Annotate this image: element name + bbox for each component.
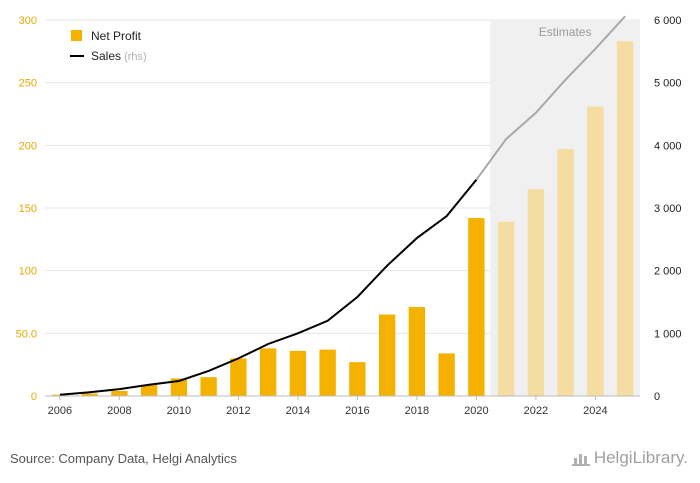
net-profit-bar bbox=[557, 149, 574, 396]
right-axis-tick-label: 0 bbox=[654, 391, 660, 403]
net-profit-bar bbox=[140, 384, 158, 396]
estimates-label: Estimates bbox=[539, 25, 592, 39]
right-axis-tick-label: 6 000 bbox=[654, 15, 682, 27]
legend: Net Profit Sales (rhs) bbox=[70, 29, 147, 63]
x-axis-tick-label: 2008 bbox=[107, 405, 131, 417]
legend-series-suffix: (rhs) bbox=[121, 51, 147, 63]
library-icon bbox=[571, 450, 590, 466]
x-axis-tick-label: 2020 bbox=[464, 405, 488, 417]
legend-label: Net Profit bbox=[91, 29, 142, 43]
combo-chart: Estimates 0 50.0 100 150 200 250 300 0 1 000 2 00… bbox=[16, 15, 682, 417]
left-axis-tick-label: 200 bbox=[19, 140, 37, 152]
net-profit-bar bbox=[408, 307, 426, 396]
x-axis-tick-label: 2014 bbox=[286, 405, 310, 417]
net-profit-bar bbox=[51, 394, 69, 396]
net-profit-bar bbox=[111, 390, 128, 396]
x-axis-tick-label: 2010 bbox=[167, 405, 191, 417]
left-axis-tick-label: 150 bbox=[19, 203, 37, 215]
left-axis-tick-label: 250 bbox=[19, 78, 37, 90]
source-note: Source: Company Data, Helgi Analytics bbox=[10, 451, 237, 466]
x-axis-tick-label: 2016 bbox=[345, 405, 369, 417]
right-axis-tick-label: 4 000 bbox=[654, 140, 682, 152]
sales-line-actual bbox=[59, 179, 478, 396]
net-profit-bar bbox=[319, 349, 336, 396]
sales-line-estimate bbox=[475, 15, 626, 181]
net-profit-bar bbox=[468, 218, 485, 396]
net-profit-bar bbox=[81, 393, 98, 396]
x-axis-tick-label: 2024 bbox=[583, 405, 607, 417]
net-profit-bar bbox=[378, 314, 396, 396]
net-profit-bar bbox=[616, 41, 634, 396]
net-profit-bar bbox=[527, 189, 545, 396]
net-profit-bars bbox=[51, 41, 634, 396]
x-axis-tick-label: 2022 bbox=[524, 405, 548, 417]
legend-label: Sales (rhs) bbox=[91, 49, 147, 63]
x-axis-tick-label: 2006 bbox=[48, 405, 72, 417]
x-axis-tick-label: 2012 bbox=[226, 405, 250, 417]
right-axis-tick-label: 5 000 bbox=[654, 78, 682, 90]
helgi-library-logo[interactable]: HelgiLibrary. bbox=[571, 448, 688, 468]
right-axis-tick-label: 3 000 bbox=[654, 203, 682, 215]
net-profit-bar bbox=[289, 350, 307, 396]
left-axis-tick-label: 0 bbox=[31, 391, 37, 403]
net-profit-bar bbox=[438, 353, 455, 396]
legend-series-name: Sales bbox=[91, 49, 121, 63]
legend-series-name: Net Profit bbox=[91, 29, 142, 43]
net-profit-bar bbox=[200, 377, 217, 396]
right-axis-tick-label: 2 000 bbox=[654, 266, 682, 278]
net-profit-bar bbox=[170, 378, 188, 396]
right-axis-tick-label: 1 000 bbox=[654, 328, 682, 340]
net-profit-bar bbox=[349, 362, 366, 396]
logo-text: HelgiLibrary. bbox=[593, 448, 688, 467]
legend-swatch-bar bbox=[71, 30, 82, 41]
x-axis-tick-label: 2018 bbox=[405, 405, 429, 417]
axes: 0 50.0 100 150 200 250 300 0 1 000 2 000 3 000 4 00… bbox=[16, 15, 682, 417]
net-profit-bar bbox=[497, 221, 515, 396]
left-axis-tick-label: 50.0 bbox=[16, 328, 37, 340]
net-profit-bar bbox=[587, 106, 604, 396]
net-profit-bar bbox=[230, 358, 247, 396]
sales-line bbox=[59, 15, 626, 396]
net-profit-bar bbox=[259, 348, 277, 396]
left-axis-tick-label: 100 bbox=[19, 266, 37, 278]
left-axis-tick-label: 300 bbox=[19, 15, 37, 27]
